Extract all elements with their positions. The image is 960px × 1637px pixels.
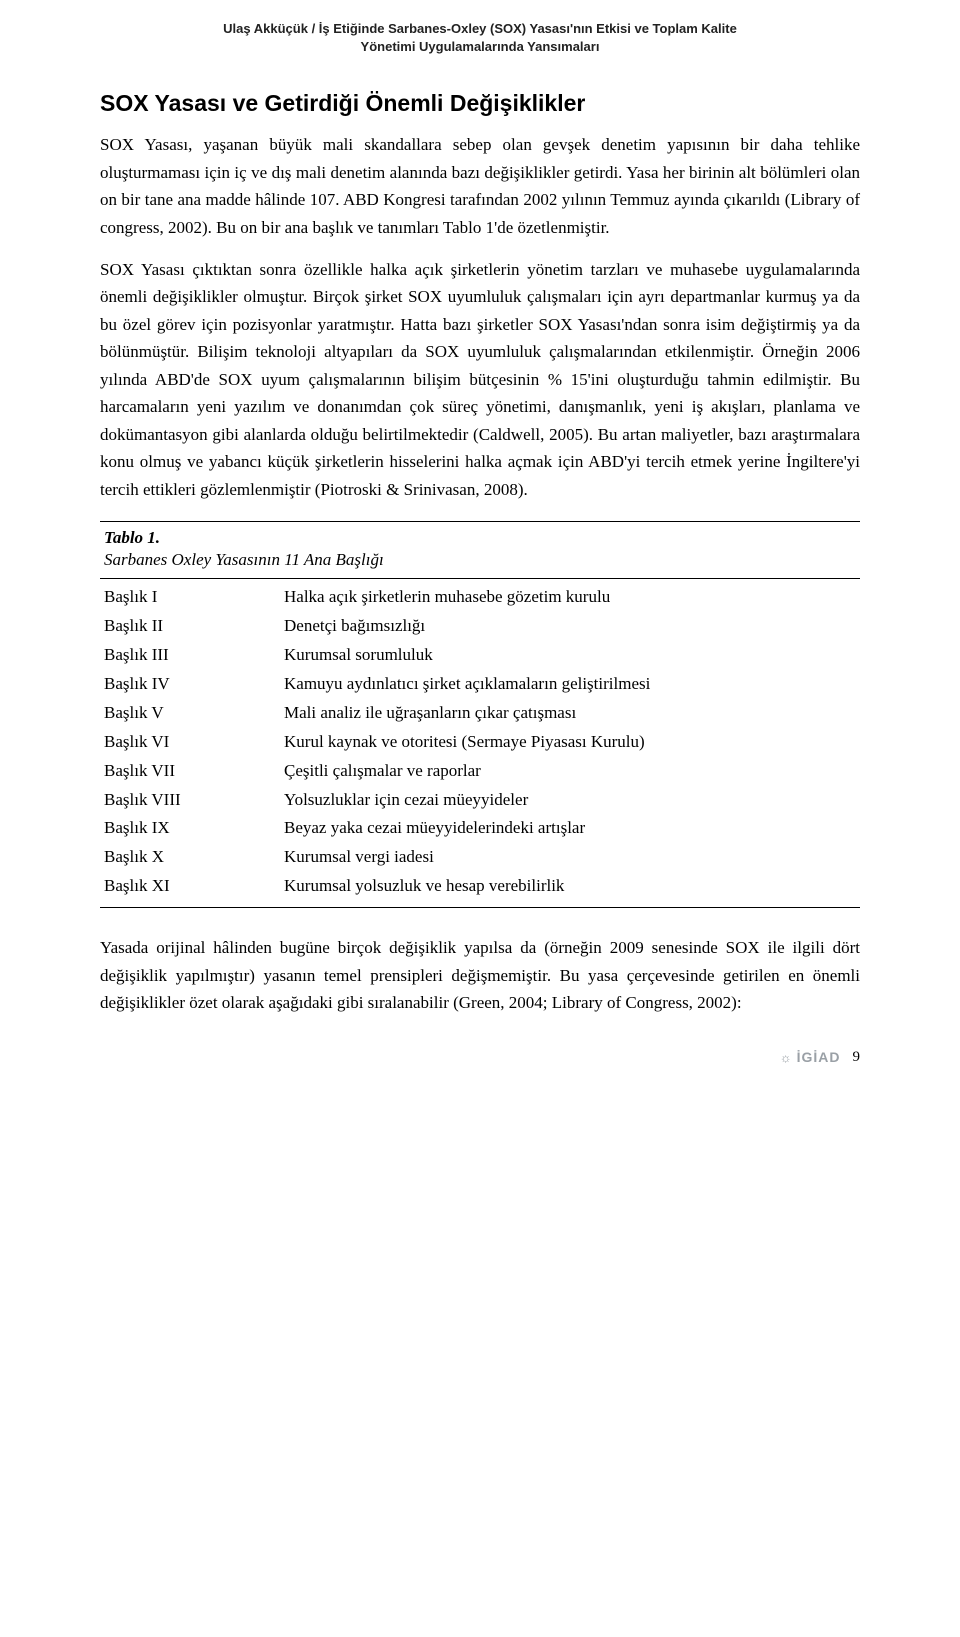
table-cell-col1: Başlık XI bbox=[104, 872, 284, 901]
body-paragraph-1: SOX Yasası, yaşanan büyük mali skandalla… bbox=[100, 131, 860, 241]
table-cell-col1: Başlık IV bbox=[104, 670, 284, 699]
page-header: Ulaş Akküçük / İş Etiğinde Sarbanes-Oxle… bbox=[100, 20, 860, 56]
table-subtitle: Sarbanes Oxley Yasasının 11 Ana Başlığı bbox=[104, 548, 856, 576]
table-row: Başlık IV Kamuyu aydınlatıcı şirket açık… bbox=[104, 670, 856, 699]
table-cell-col2: Kurumsal sorumluluk bbox=[284, 641, 856, 670]
table-cell-col1: Başlık V bbox=[104, 699, 284, 728]
table-row: Başlık VI Kurul kaynak ve otoritesi (Ser… bbox=[104, 728, 856, 757]
page-number: 9 bbox=[853, 1049, 861, 1066]
table-cell-col1: Başlık IX bbox=[104, 814, 284, 843]
table-row: Başlık I Halka açık şirketlerin muhasebe… bbox=[104, 583, 856, 612]
table-row: Başlık X Kurumsal vergi iadesi bbox=[104, 843, 856, 872]
table-cell-col1: Başlık III bbox=[104, 641, 284, 670]
table-cell-col1: Başlık VI bbox=[104, 728, 284, 757]
body-paragraph-2: SOX Yasası çıktıktan sonra özellikle hal… bbox=[100, 256, 860, 504]
table-cell-col1: Başlık VII bbox=[104, 757, 284, 786]
table-cell-col2: Çeşitli çalışmalar ve raporlar bbox=[284, 757, 856, 786]
table-row: Başlık XI Kurumsal yolsuzluk ve hesap ve… bbox=[104, 872, 856, 901]
section-heading: SOX Yasası ve Getirdiği Önemli Değişikli… bbox=[100, 90, 860, 117]
table-cell-col2: Yolsuzluklar için cezai müeyyideler bbox=[284, 786, 856, 815]
table-cell-col2: Kamuyu aydınlatıcı şirket açıklamaların … bbox=[284, 670, 856, 699]
table-row: Başlık VII Çeşitli çalışmalar ve raporla… bbox=[104, 757, 856, 786]
footer-logo-text: İGİAD bbox=[797, 1049, 841, 1065]
table-cell-col2: Kurul kaynak ve otoritesi (Sermaye Piyas… bbox=[284, 728, 856, 757]
body-paragraph-3: Yasada orijinal hâlinden bugüne birçok d… bbox=[100, 934, 860, 1017]
footer-logo: ☼ İGİAD bbox=[780, 1049, 841, 1065]
table-cell-col2: Mali analiz ile uğraşanların çıkar çatış… bbox=[284, 699, 856, 728]
table-cell-col2: Kurumsal vergi iadesi bbox=[284, 843, 856, 872]
table-1: Tablo 1. Sarbanes Oxley Yasasının 11 Ana… bbox=[100, 521, 860, 908]
table-title: Tablo 1. bbox=[104, 528, 856, 548]
table-row: Başlık IX Beyaz yaka cezai müeyyidelerin… bbox=[104, 814, 856, 843]
table-cell-col1: Başlık II bbox=[104, 612, 284, 641]
sun-icon: ☼ bbox=[780, 1050, 793, 1065]
table-cell-col2: Halka açık şirketlerin muhasebe gözetim … bbox=[284, 583, 856, 612]
header-line-1: Ulaş Akküçük / İş Etiğinde Sarbanes-Oxle… bbox=[100, 20, 860, 38]
table-row: Başlık V Mali analiz ile uğraşanların çı… bbox=[104, 699, 856, 728]
table-row: Başlık II Denetçi bağımsızlığı bbox=[104, 612, 856, 641]
table-row: Başlık III Kurumsal sorumluluk bbox=[104, 641, 856, 670]
table-body: Başlık I Halka açık şirketlerin muhasebe… bbox=[100, 579, 860, 907]
page-footer: ☼ İGİAD 9 bbox=[100, 1031, 860, 1066]
table-cell-col1: Başlık I bbox=[104, 583, 284, 612]
table-row: Başlık VIII Yolsuzluklar için cezai müey… bbox=[104, 786, 856, 815]
table-cell-col2: Beyaz yaka cezai müeyyidelerindeki artış… bbox=[284, 814, 856, 843]
table-cell-col1: Başlık X bbox=[104, 843, 284, 872]
table-header: Tablo 1. Sarbanes Oxley Yasasının 11 Ana… bbox=[100, 522, 860, 579]
table-cell-col2: Kurumsal yolsuzluk ve hesap verebilirlik bbox=[284, 872, 856, 901]
table-cell-col1: Başlık VIII bbox=[104, 786, 284, 815]
table-cell-col2: Denetçi bağımsızlığı bbox=[284, 612, 856, 641]
header-line-2: Yönetimi Uygulamalarında Yansımaları bbox=[100, 38, 860, 56]
